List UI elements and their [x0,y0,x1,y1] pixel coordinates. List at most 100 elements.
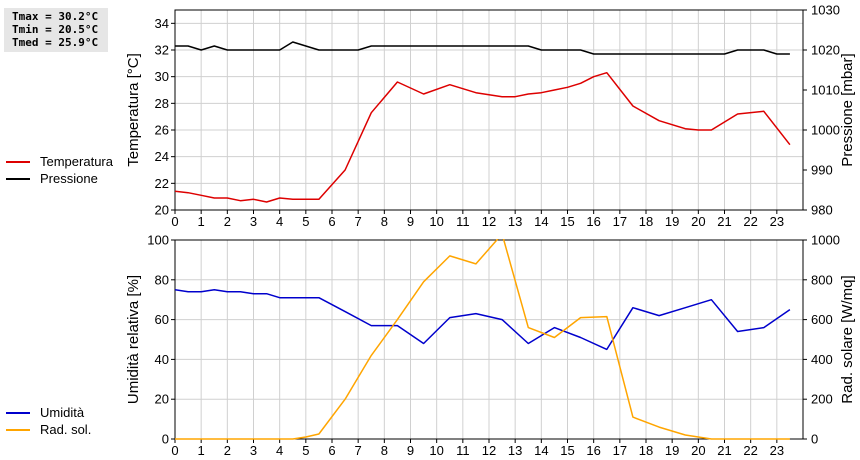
x-tick-label: 4 [276,214,283,229]
x-tick-label: 2 [224,443,231,458]
legend-item-pressione: Pressione [6,170,113,187]
legend-bottom: Umidità Rad. sol. [6,404,91,438]
y2-tick-label: 1030 [811,3,840,18]
x-tick-label: 23 [770,443,784,458]
y-tick-label: 24 [155,149,169,164]
x-tick-label: 17 [613,443,627,458]
x-tick-label: 5 [302,443,309,458]
x-tick-label: 6 [328,214,335,229]
legend-label-umidita: Umidità [40,405,85,420]
legend-swatch-temperatura [6,160,30,163]
x-tick-label: 6 [328,443,335,458]
y-axis-label: Umidità relativa [%] [125,275,142,404]
legend-label-pressione: Pressione [40,171,98,186]
x-tick-label: 22 [743,214,757,229]
series-line-rad-sol [175,239,790,440]
legend-item-umidita: Umidità [6,404,91,421]
y-tick-label: 100 [147,233,169,248]
x-tick-label: 13 [508,443,522,458]
x-tick-label: 18 [639,214,653,229]
x-tick-label: 22 [743,443,757,458]
x-tick-label: 16 [586,214,600,229]
y2-tick-label: 990 [811,163,833,178]
y-tick-label: 80 [155,272,169,287]
x-tick-label: 8 [381,443,388,458]
y-tick-label: 22 [155,176,169,191]
x-tick-label: 18 [639,443,653,458]
y-tick-label: 30 [155,69,169,84]
x-tick-label: 9 [407,443,414,458]
x-tick-label: 11 [456,443,470,458]
legend-label-radsol: Rad. sol. [40,422,92,437]
x-tick-label: 14 [534,443,548,458]
x-tick-label: 7 [355,214,362,229]
x-tick-label: 4 [276,443,283,458]
legend-swatch-umidita [6,411,30,414]
x-tick-label: 1 [198,214,205,229]
stats-tmed: Tmed = 25.9°C [12,36,99,49]
series-line-pressione [175,41,790,55]
stats-tmax: Tmax = 30.2°C [12,10,99,23]
y-tick-label: 40 [155,352,169,367]
x-tick-label: 7 [355,443,362,458]
y2-axis-label: Rad. solare [W/mq] [839,275,856,403]
x-tick-label: 3 [250,214,257,229]
x-tick-label: 9 [407,214,414,229]
x-tick-label: 0 [171,214,178,229]
x-tick-label: 8 [381,214,388,229]
x-tick-label: 12 [482,214,496,229]
x-tick-label: 23 [770,214,784,229]
legend-label-temperatura: Temperatura [40,154,113,169]
x-tick-label: 15 [560,214,574,229]
x-tick-label: 14 [534,214,548,229]
legend-swatch-radsol [6,428,30,431]
stats-tmin: Tmin = 20.5°C [12,23,99,36]
y2-tick-label: 200 [811,392,833,407]
y2-tick-label: 600 [811,312,833,327]
x-tick-label: 20 [691,443,705,458]
y-tick-label: 60 [155,312,169,327]
x-tick-label: 10 [429,214,443,229]
x-tick-label: 19 [665,214,679,229]
series-line-umidit [175,289,791,351]
legend-top: Temperatura Pressione [6,153,113,187]
x-tick-label: 11 [456,214,470,229]
x-tick-label: 2 [224,214,231,229]
stats-box: Tmax = 30.2°C Tmin = 20.5°C Tmed = 25.9°… [4,8,108,52]
y-axis-label: Temperatura [°C] [125,53,142,167]
series-line-temperatura [175,71,791,203]
y2-tick-label: 1010 [811,83,840,98]
y2-tick-label: 400 [811,352,833,367]
x-tick-label: 20 [691,214,705,229]
x-tick-label: 12 [482,443,496,458]
x-tick-label: 5 [302,214,309,229]
x-tick-label: 0 [171,443,178,458]
x-tick-label: 21 [717,214,731,229]
x-tick-label: 17 [613,214,627,229]
x-tick-label: 16 [586,443,600,458]
y2-axis-label: Pressione [mbar] [839,53,856,166]
x-tick-label: 3 [250,443,257,458]
y-tick-label: 20 [155,392,169,407]
y-tick-label: 28 [155,96,169,111]
legend-swatch-pressione [6,177,30,180]
x-tick-label: 1 [198,443,205,458]
y-tick-label: 26 [155,123,169,138]
y2-tick-label: 0 [811,432,818,447]
x-tick-label: 19 [665,443,679,458]
x-tick-label: 15 [560,443,574,458]
y-tick-label: 0 [162,432,169,447]
y2-tick-label: 980 [811,203,833,218]
y2-tick-label: 1000 [811,123,840,138]
x-tick-label: 10 [429,443,443,458]
y2-tick-label: 1000 [811,233,840,248]
y-tick-label: 32 [155,43,169,58]
x-tick-label: 13 [508,214,522,229]
y-tick-label: 20 [155,203,169,218]
y2-tick-label: 1020 [811,43,840,58]
y-tick-label: 34 [155,16,169,31]
legend-item-radsol: Rad. sol. [6,421,91,438]
x-tick-label: 21 [717,443,731,458]
y2-tick-label: 800 [811,272,833,287]
